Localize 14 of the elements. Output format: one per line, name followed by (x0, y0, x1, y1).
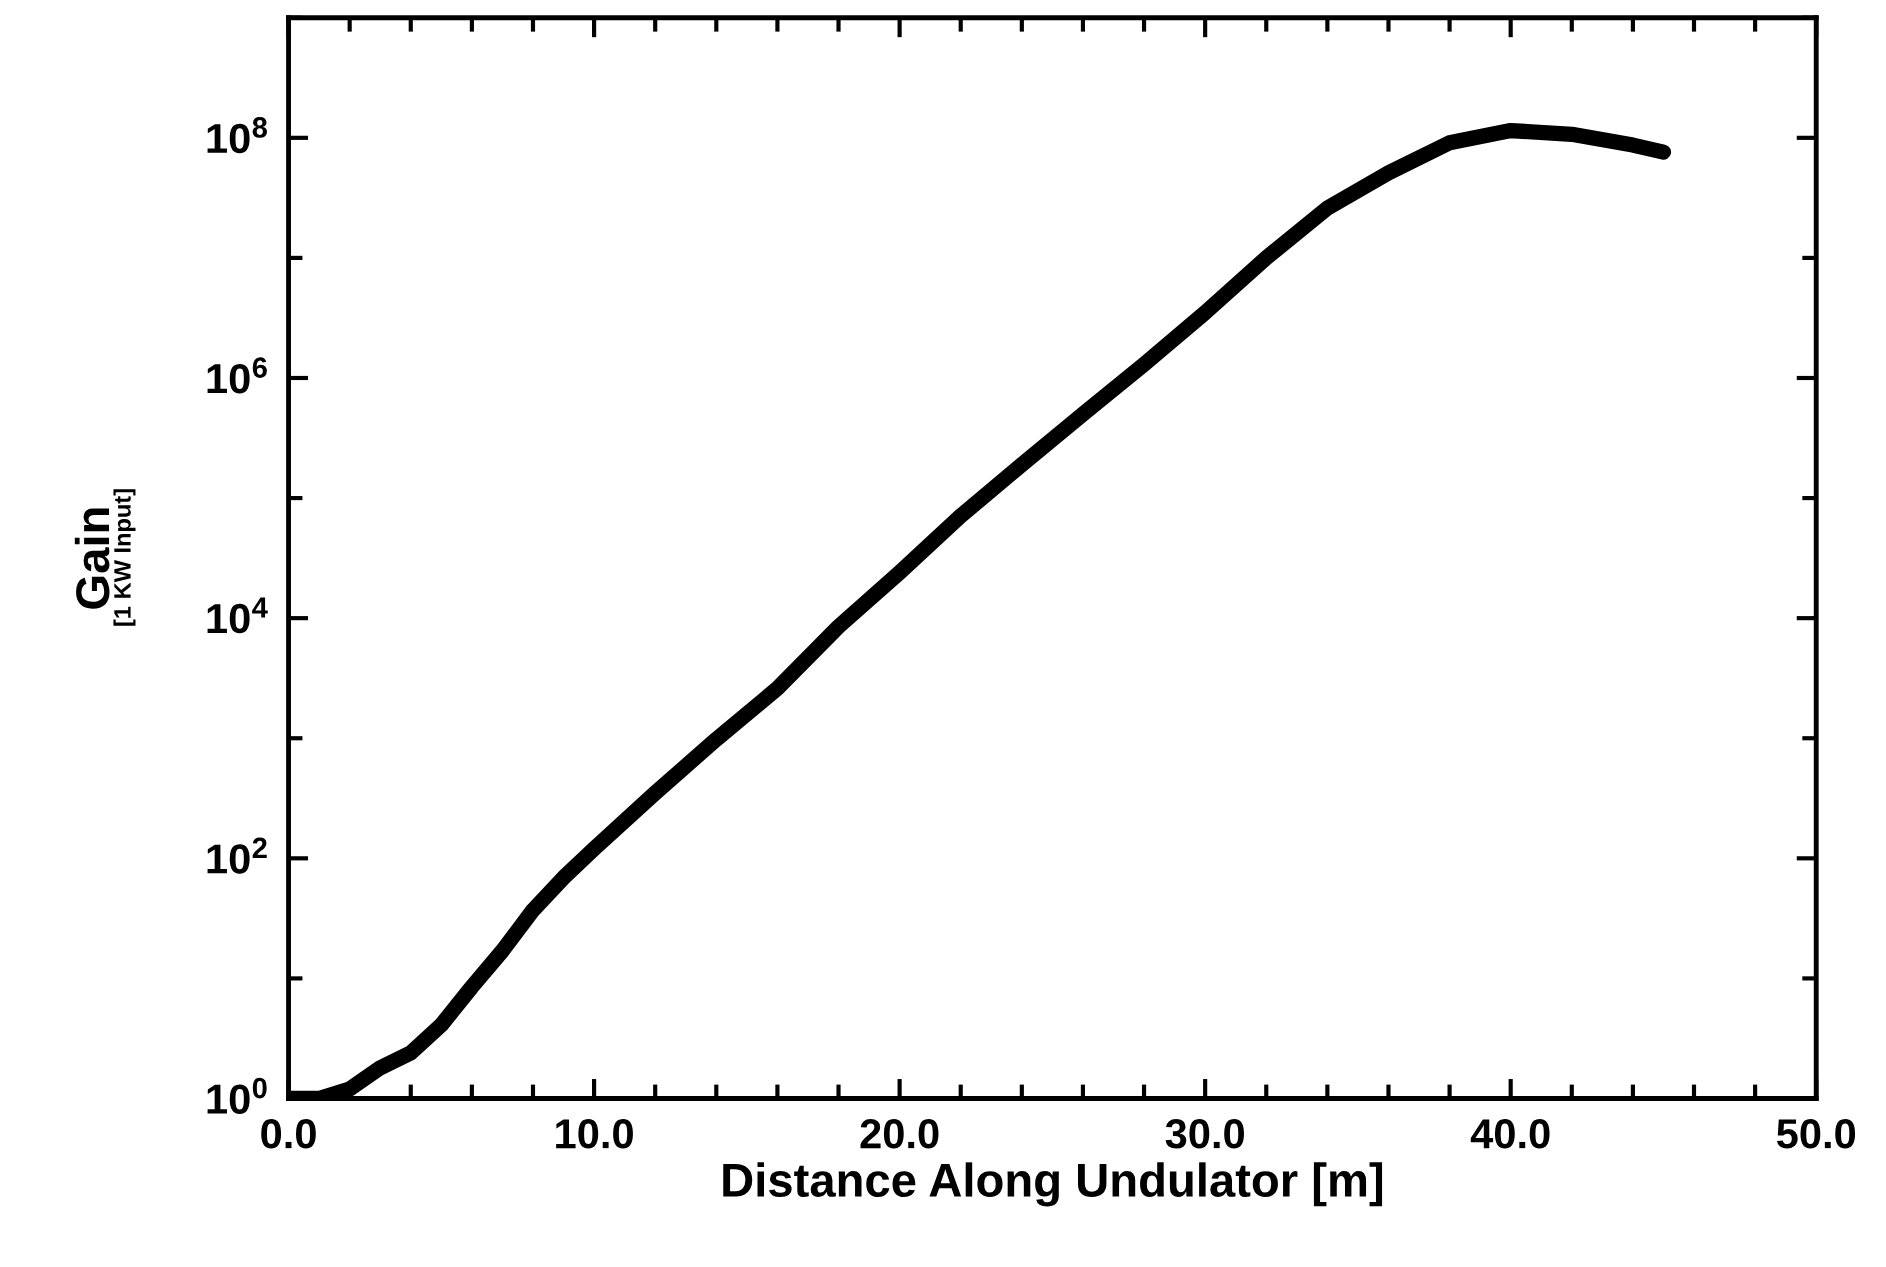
y-tick-label: 10$^{2}$ (207, 837, 267, 874)
text: [1 KW Input] (113, 489, 136, 626)
x-tick-label: 30.0 (1165, 1119, 1244, 1149)
y-tick-label: 10$^{6}$ (207, 357, 267, 394)
x-axis-title: Distance Along Undulator [m] (723, 1162, 1383, 1207)
x-tick-label: 50.0 (1776, 1119, 1856, 1149)
y-axis-title: Gain (74, 508, 110, 609)
x-tick-label: 10.0 (556, 1119, 633, 1149)
y-tick-label: 10$^{0}$ (207, 1077, 267, 1114)
x-tick-label: 40.0 (1470, 1119, 1550, 1149)
y-tick-label: 10$^{8}$ (207, 117, 267, 154)
x-tick-label: 20.0 (860, 1119, 939, 1149)
y-tick-label: 10$^{4}$ (207, 597, 268, 634)
x-tick-label: 0.0 (261, 1119, 316, 1149)
